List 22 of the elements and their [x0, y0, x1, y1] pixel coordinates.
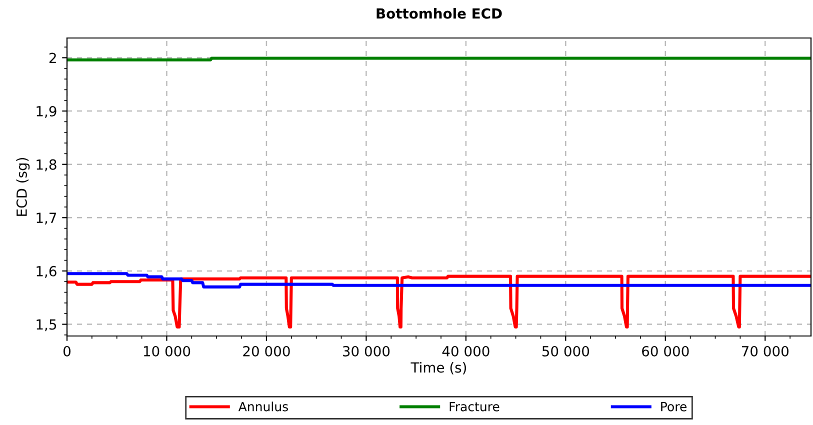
y-tick-label: 1,5 — [36, 319, 56, 332]
y-tick-label: 1,9 — [36, 106, 56, 118]
y-tick-label: 1,8 — [36, 159, 56, 172]
y-tick-label: 1,6 — [36, 266, 56, 278]
y-tick-label: 1,7 — [36, 212, 56, 225]
x-tick-label: 60 000 — [642, 346, 689, 356]
legend-label: Fracture — [450, 402, 500, 412]
x-tick-label: 70 000 — [742, 346, 788, 356]
line-series — [67, 274, 811, 328]
y-tick-label: 2 — [49, 52, 56, 63]
x-tick-label: 30 000 — [342, 346, 390, 356]
x-tick-label: 20 000 — [243, 346, 290, 356]
legend-label: Annulus — [238, 402, 288, 412]
x-axis-title: Time (s) — [410, 362, 466, 374]
x-tick-label: 50 000 — [542, 346, 590, 356]
legend-label: Pore — [661, 402, 687, 412]
y-axis-title: ECD (sg) — [16, 158, 30, 216]
line-series — [67, 272, 811, 288]
x-tick-label: 40 000 — [442, 346, 490, 356]
x-tick-label: 0 — [63, 346, 70, 356]
chart-title: Bottomhole ECD — [376, 8, 502, 19]
x-tick-label: 10 000 — [144, 346, 190, 356]
